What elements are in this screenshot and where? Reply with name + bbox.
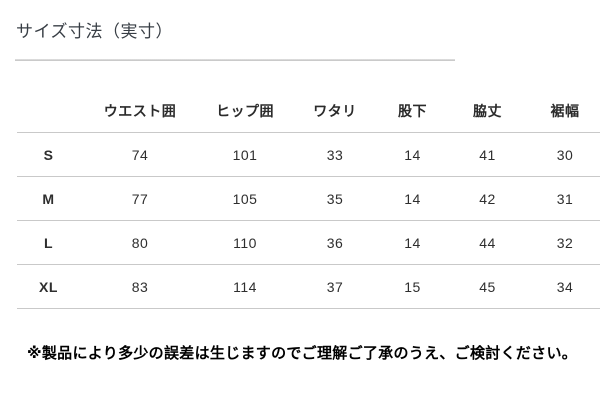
size-value: 105 [200,176,290,221]
column-header-inseam: 股下 [380,89,445,133]
size-label: S [17,132,80,177]
column-header-size [17,89,80,133]
column-header-hip: ヒップ囲 [200,89,290,133]
column-header-side-length: 脇丈 [445,89,530,133]
size-label: L [17,220,80,265]
size-value: 14 [380,220,445,265]
table-row-xl: XL 83 114 37 15 45 34 [17,264,600,309]
size-value: 15 [380,264,445,309]
table-row-s: S 74 101 33 14 41 30 [17,132,600,177]
size-value: 14 [380,132,445,177]
size-value: 83 [80,264,200,309]
size-label: M [17,176,80,221]
size-value: 32 [530,220,600,265]
column-header-hem-width: 裾幅 [530,89,600,133]
size-value: 114 [200,264,290,309]
size-value: 42 [445,176,530,221]
size-table: ウエスト囲 ヒップ囲 ワタリ 股下 脇丈 裾幅 S 74 101 33 14 4… [17,89,600,309]
size-value: 35 [290,176,380,221]
size-value: 36 [290,220,380,265]
size-value: 110 [200,220,290,265]
size-value: 74 [80,132,200,177]
size-value: 30 [530,132,600,177]
size-value: 31 [530,176,600,221]
title-divider [15,59,455,61]
footnote: ※製品により多少の誤差は生じますのでご理解ご了承のうえ、ご検討ください。 [27,345,578,362]
size-value: 33 [290,132,380,177]
size-value: 80 [80,220,200,265]
size-value: 37 [290,264,380,309]
column-header-waist: ウエスト囲 [80,89,200,133]
column-header-thigh: ワタリ [290,89,380,133]
size-value: 45 [445,264,530,309]
size-value: 77 [80,176,200,221]
header-row: ウエスト囲 ヒップ囲 ワタリ 股下 脇丈 裾幅 [17,89,600,133]
size-value: 44 [445,220,530,265]
size-value: 34 [530,264,600,309]
table-row-m: M 77 105 35 14 42 31 [17,176,600,221]
size-value: 14 [380,176,445,221]
size-value: 101 [200,132,290,177]
size-label: XL [17,264,80,309]
table-row-l: L 80 110 36 14 44 32 [17,220,600,265]
page-title: サイズ寸法（実寸） [16,22,173,41]
size-value: 41 [445,132,530,177]
